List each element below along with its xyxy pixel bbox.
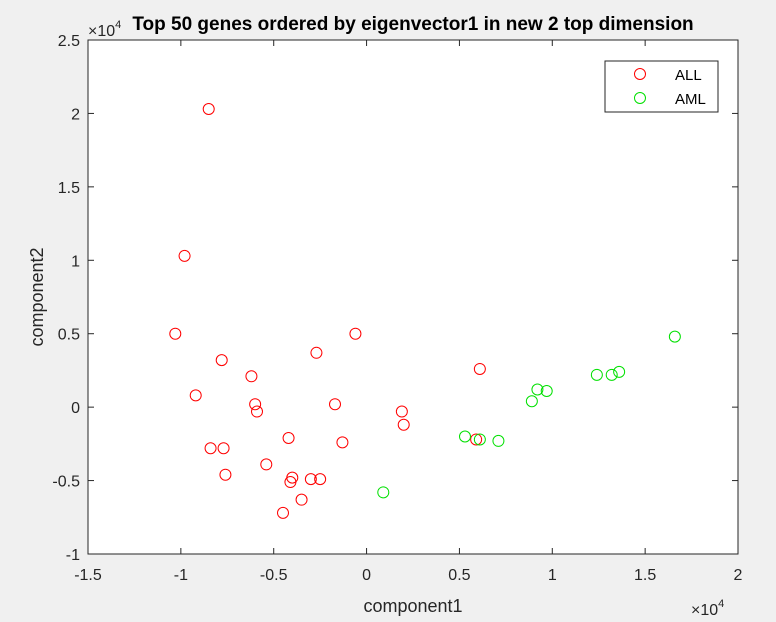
data-point-all (189, 389, 202, 402)
data-point-all (215, 354, 228, 367)
plot-frame (87, 39, 739, 555)
y-tick-label: 2.5 (58, 33, 80, 50)
data-point-aml (459, 430, 471, 443)
y-exponent-label: ×104 (88, 19, 121, 40)
data-point-all (329, 398, 341, 411)
data-point-all (245, 370, 258, 383)
data-point-all (284, 476, 297, 489)
data-point-all (397, 418, 410, 431)
y-tick-label: 1.5 (58, 180, 80, 197)
ticks-layer: -1.5 -1 -0.5 0 0.5 1 1.5 2 -1 -0.5 0 0.5 1 1.5 2 2.5 (52, 33, 742, 584)
y-tick-label: 1 (71, 253, 80, 270)
data-point-all (249, 398, 262, 411)
data-point-aml (613, 365, 626, 378)
data-point-aml (540, 384, 553, 397)
y-exponent-power: 4 (115, 19, 121, 31)
data-point-aml (668, 330, 681, 343)
legend-label-all: ALL (675, 67, 702, 84)
data-point-all (304, 473, 317, 486)
data-point-aml (605, 368, 618, 381)
x-tick-label: 1.5 (634, 567, 656, 584)
legend-marker-aml (634, 92, 646, 104)
y-tick-label: 0 (71, 400, 80, 417)
points-layer (169, 103, 681, 519)
data-point-all (473, 362, 486, 375)
data-point-all (310, 346, 323, 359)
data-point-all (349, 327, 362, 340)
y-tick-label: -1 (66, 547, 80, 564)
y-exponent-base: ×10 (88, 23, 115, 40)
data-point-all (219, 468, 232, 481)
legend-marker-all (634, 68, 646, 80)
x-tick-label: 1 (548, 567, 557, 584)
data-point-aml (531, 383, 544, 396)
data-point-all (295, 493, 308, 506)
data-point-aml (377, 486, 390, 499)
data-point-all (169, 327, 182, 340)
data-point-all (470, 433, 483, 446)
y-tick-label: 2 (71, 106, 80, 123)
x-exponent-power: 4 (718, 598, 724, 610)
data-point-all (204, 442, 217, 455)
y-axis-label: component2 (27, 247, 47, 346)
legend-box (604, 60, 719, 113)
legend: ALL AML (604, 60, 719, 113)
data-point-all (282, 431, 295, 444)
data-point-all (314, 473, 327, 486)
x-tick-label: 0.5 (448, 567, 470, 584)
data-point-all (336, 436, 349, 449)
data-point-all (202, 103, 215, 116)
data-point-aml (525, 395, 538, 408)
x-axis-label: component1 (363, 596, 462, 616)
data-point-all (217, 442, 230, 455)
data-point-all (395, 405, 408, 418)
data-point-all (178, 249, 191, 262)
x-tick-label: -1 (174, 567, 188, 584)
x-tick-label: -1.5 (74, 567, 102, 584)
x-exponent-label: ×104 (691, 598, 724, 619)
plot-area (88, 40, 738, 554)
data-point-aml (473, 433, 486, 446)
data-point-aml (492, 434, 505, 447)
x-tick-label: 0 (362, 567, 371, 584)
x-exponent-base: ×10 (691, 602, 718, 619)
data-point-all (260, 458, 273, 471)
data-point-all (251, 405, 263, 418)
chart-title: Top 50 genes ordered by eigenvector1 in … (132, 14, 693, 35)
y-tick-label: 0.5 (58, 327, 80, 344)
legend-label-aml: AML (675, 91, 706, 108)
x-tick-label: 2 (734, 567, 743, 584)
data-point-all (277, 506, 289, 519)
data-point-aml (590, 368, 603, 381)
x-tick-label: -0.5 (260, 567, 288, 584)
y-tick-label: -0.5 (52, 474, 80, 491)
